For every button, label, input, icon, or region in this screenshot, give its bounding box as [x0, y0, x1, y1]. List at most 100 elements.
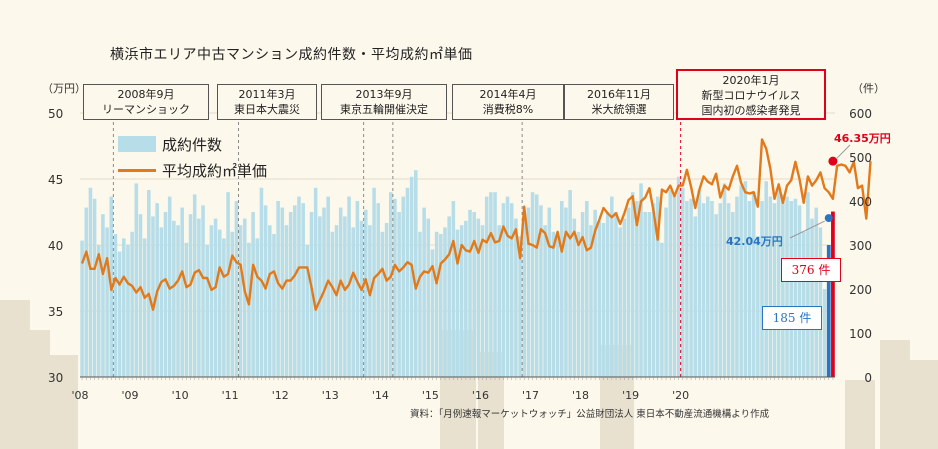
- bar: [651, 203, 656, 377]
- bar: [806, 192, 810, 377]
- bar: [822, 289, 827, 377]
- skyline-decoration: [0, 300, 938, 449]
- bar: [743, 181, 748, 377]
- bar: [447, 216, 451, 377]
- bar: [393, 198, 397, 377]
- x-tick-label: '09: [122, 389, 139, 402]
- source-note: 資料：「月例速報マーケットウォッチ」公益財団法人 東日本不動産流通機構より作成: [410, 409, 770, 420]
- bar: [88, 187, 93, 377]
- bar: [547, 207, 552, 377]
- bar: [689, 198, 693, 377]
- bar: [439, 234, 443, 377]
- bar: [401, 196, 406, 377]
- event-label: 東京五輪開催決定: [340, 103, 428, 116]
- bar: [464, 220, 468, 377]
- bar: [735, 196, 739, 377]
- bar: [201, 205, 205, 377]
- left-tick-label: 35: [48, 305, 63, 319]
- bar: [797, 205, 802, 377]
- bar: [251, 212, 255, 377]
- bar: [138, 214, 143, 377]
- bar: [209, 225, 214, 377]
- bar: [188, 214, 193, 377]
- bar: [518, 236, 522, 377]
- bar: [255, 238, 260, 377]
- bar: [355, 201, 360, 377]
- bar: [710, 201, 714, 377]
- x-tick-label: '12: [272, 389, 289, 402]
- bar: [672, 194, 677, 377]
- bar: [96, 245, 101, 377]
- bar: [172, 220, 176, 377]
- bar: [505, 196, 510, 377]
- event-date: 2014年4月: [479, 88, 537, 101]
- event-tax: 2014年4月 消費税8%: [452, 84, 564, 120]
- axes: 30354045500100200300400500600'08'09'10'1…: [48, 107, 872, 402]
- count-prev-callout: 185 件: [762, 306, 822, 330]
- bar: [539, 205, 543, 377]
- bar: [555, 236, 560, 377]
- bar: [497, 225, 501, 377]
- event-label: 消費税8%: [482, 103, 534, 116]
- bar: [618, 227, 622, 377]
- bar: [522, 216, 527, 377]
- legend: 成約件数 平均成約㎡単価: [118, 131, 267, 183]
- bar: [476, 218, 481, 377]
- bar: [84, 207, 89, 377]
- bar: [493, 192, 497, 377]
- left-axis-unit: （万円）: [42, 82, 86, 95]
- bar: [589, 225, 593, 377]
- bar: [343, 216, 347, 377]
- bar: [151, 216, 155, 377]
- bar: [422, 207, 426, 377]
- bar: [551, 231, 556, 377]
- bar: [334, 225, 339, 377]
- legend-bar-swatch: [118, 136, 156, 152]
- bar: [776, 190, 781, 377]
- event-earthquake: 2011年3月 東日本大震災: [217, 84, 317, 120]
- left-tick-label: 40: [48, 239, 63, 253]
- bar: [668, 190, 673, 377]
- right-tick-label: 500: [849, 151, 872, 165]
- bar: [217, 229, 222, 377]
- bar: [785, 196, 789, 377]
- event-election: 2016年11月 米大統領選: [564, 84, 674, 120]
- bar: [163, 212, 168, 377]
- x-tick-label: '11: [222, 389, 239, 402]
- bar: [117, 251, 122, 377]
- legend-line: 平均成約㎡単価: [118, 157, 267, 183]
- price-latest-leader: [836, 144, 851, 159]
- bar: [351, 227, 355, 377]
- event-date: 2016年11月: [587, 88, 651, 101]
- x-tick-label: '14: [372, 389, 389, 402]
- bar: [134, 183, 139, 377]
- bar: [697, 190, 702, 377]
- bar: [434, 231, 439, 377]
- bar: [288, 212, 293, 377]
- bar: [197, 218, 201, 377]
- event-date: 2008年9月: [117, 88, 175, 101]
- bar: [593, 209, 597, 377]
- bar: [184, 242, 189, 377]
- event-olympics: 2013年9月 東京五輪開催決定: [321, 84, 447, 120]
- right-tick-label: 600: [849, 107, 872, 121]
- bar: [818, 227, 823, 377]
- bar: [301, 203, 305, 377]
- price-line: [80, 138, 872, 311]
- left-tick-label: 50: [48, 107, 63, 121]
- bar: [601, 223, 606, 377]
- bar: [635, 201, 639, 377]
- bar: [459, 225, 464, 377]
- bar: [368, 225, 372, 377]
- bar: [501, 203, 506, 377]
- bar: [418, 231, 422, 377]
- bar: [313, 187, 318, 377]
- x-tick-label: '15: [422, 389, 439, 402]
- bar: [480, 225, 485, 377]
- bar: [543, 225, 547, 377]
- bar: [359, 220, 364, 377]
- bar: [380, 231, 385, 377]
- bar: [297, 196, 301, 377]
- bar: [655, 196, 660, 377]
- bar: [305, 245, 310, 377]
